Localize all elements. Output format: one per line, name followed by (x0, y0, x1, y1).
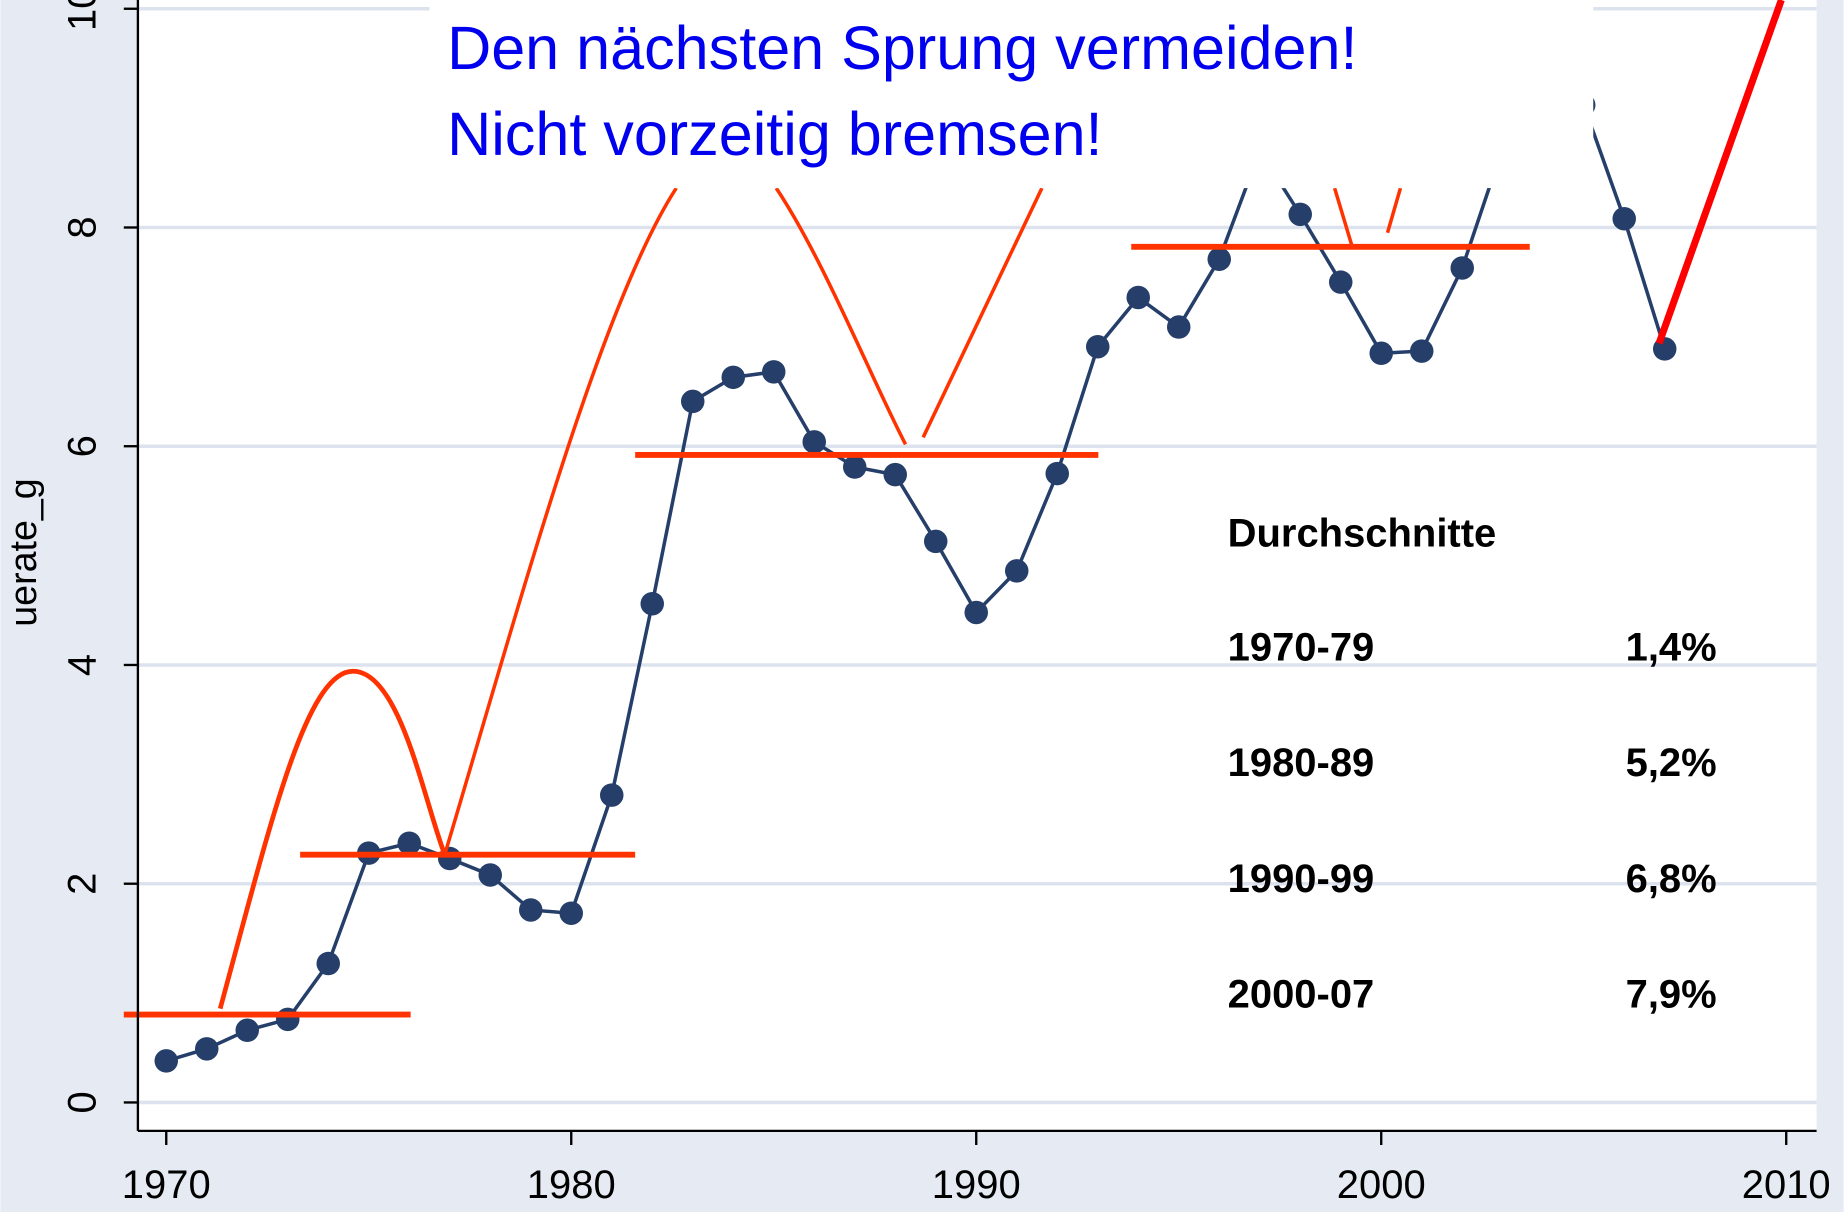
data-point (518, 898, 543, 922)
table-period: 2000-07 (1228, 972, 1375, 1016)
table-value: 1,4% (1626, 626, 1717, 670)
x-tick-label: 2000 (1337, 1163, 1426, 1207)
data-point (1166, 315, 1191, 339)
data-point (235, 1018, 260, 1043)
jump-curve (774, 187, 908, 446)
data-point (680, 389, 705, 414)
table-period: 1970-79 (1228, 626, 1375, 670)
data-point (1369, 341, 1393, 366)
data-point (1004, 559, 1029, 583)
data-point (640, 591, 664, 616)
table-period: 1990-99 (1228, 857, 1375, 901)
x-tick-label: 1990 (932, 1163, 1021, 1207)
y-tick-label: 2 (61, 873, 105, 895)
table-title: Durchschnitte (1228, 512, 1497, 556)
data-point (721, 365, 745, 390)
data-point (275, 1007, 300, 1032)
y-tick-label: 8 (61, 216, 105, 238)
jump-curve (1385, 187, 1403, 234)
jump-curve (1332, 187, 1354, 248)
annotation: Nicht vorzeitig bremsen! (447, 100, 1102, 168)
data-point (559, 901, 584, 925)
x-tick-label: 1970 (122, 1163, 211, 1207)
annotation-shapes (123, 0, 1785, 1018)
data-point (316, 951, 341, 976)
table-value: 7,9% (1626, 972, 1717, 1016)
data-point (964, 600, 988, 625)
jump-line (1655, 0, 1785, 345)
y-tick-label: 4 (61, 654, 105, 676)
table-value: 5,2% (1626, 741, 1717, 785)
data-point (1045, 461, 1069, 486)
jump-curve (443, 187, 678, 856)
annotation: Den nächsten Sprung vermeiden! (447, 14, 1357, 82)
data-point (1612, 206, 1636, 231)
jump-curve (217, 668, 447, 1010)
data-point (154, 1049, 179, 1073)
jump-curve (921, 187, 1044, 439)
data-point (1450, 256, 1474, 280)
data-point (599, 783, 624, 807)
plot-area (137, 0, 1817, 1131)
annotation-box (429, 0, 1594, 189)
table-period: 1980-89 (1228, 741, 1375, 785)
data-point (802, 430, 826, 454)
data-point (1409, 339, 1434, 363)
data-point (1085, 334, 1110, 359)
y-tick-label: 10 (61, 0, 105, 31)
data-point (194, 1037, 219, 1061)
data-point (1126, 285, 1150, 310)
data-point (1288, 202, 1312, 227)
y-tick-label: 0 (61, 1091, 105, 1113)
data-point (842, 455, 867, 479)
data-point (923, 529, 948, 554)
y-axis-title: uerate_g (2, 478, 44, 626)
data-point (761, 360, 786, 384)
table-value: 6,8% (1626, 857, 1717, 901)
data-point (1207, 247, 1231, 271)
y-tick-label: 6 (61, 435, 105, 457)
data-point (397, 831, 422, 855)
x-tick-label: 2010 (1742, 1163, 1831, 1207)
data-point (478, 863, 503, 887)
data-point (1328, 270, 1353, 294)
x-tick-label: 1980 (527, 1163, 616, 1207)
data-point (883, 462, 907, 487)
